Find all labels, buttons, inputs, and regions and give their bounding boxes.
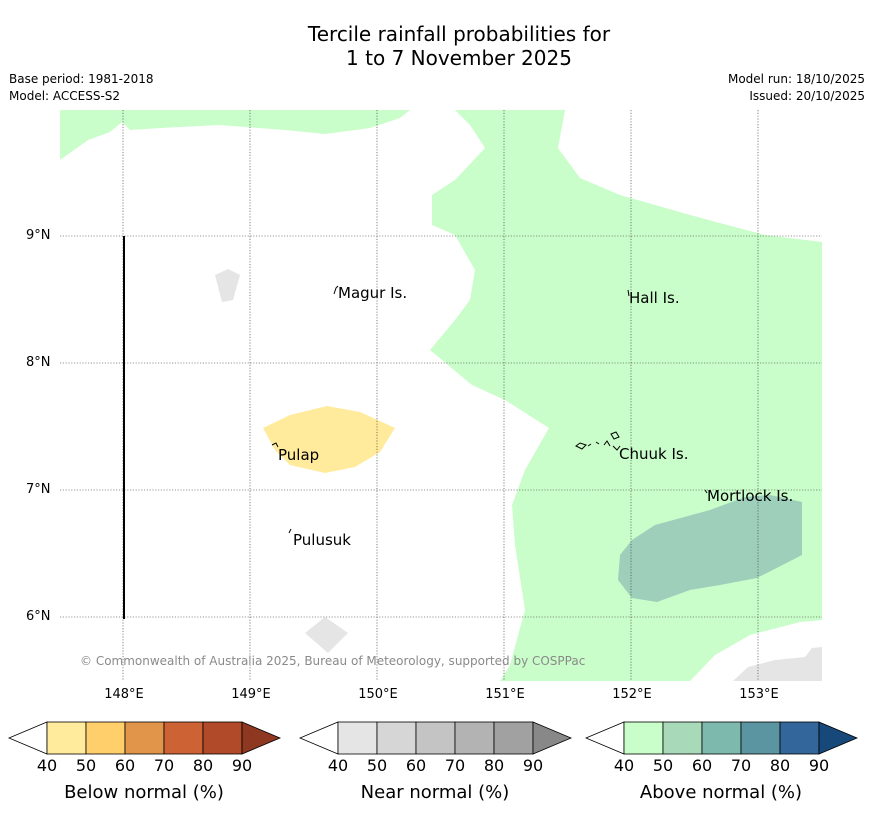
colorbar-above-normal xyxy=(584,721,859,755)
above-normal-region-mortlock xyxy=(618,495,802,602)
colorbar-segment xyxy=(46,721,87,755)
colorbar-extend-high xyxy=(241,721,282,755)
colorbar-segment xyxy=(454,721,495,755)
place-pulusuk: Pulusuk xyxy=(293,531,351,549)
tick: 60 xyxy=(405,756,427,775)
title-line-1: Tercile rainfall probabilities for xyxy=(307,22,611,46)
near-normal-region-south xyxy=(305,617,348,653)
legend-above-caption: Above normal (%) xyxy=(639,782,803,803)
place-pulap: Pulap xyxy=(278,446,320,464)
tick: 50 xyxy=(652,756,674,775)
colorbar-below-normal xyxy=(7,721,282,755)
map-panel xyxy=(60,110,822,681)
colorbar-segment xyxy=(623,721,664,755)
lon-label-152: 152°E xyxy=(612,687,652,702)
colorbar-segment xyxy=(493,721,534,755)
colorbar-segment xyxy=(740,721,781,755)
lon-label-153: 153°E xyxy=(739,687,779,702)
meta-left: Base period: 1981-2018 Model: ACCESS-S2 xyxy=(9,71,154,105)
island-mortlock xyxy=(704,489,708,494)
lat-label-9: 9°N xyxy=(26,228,51,243)
place-mortlock: Mortlock Is. xyxy=(707,487,794,505)
colorbar-extend-low xyxy=(7,721,48,755)
below-normal-region-pulap xyxy=(263,406,395,473)
tick: 40 xyxy=(36,756,58,775)
legend-below-caption: Below normal (%) xyxy=(64,782,224,803)
lat-label-8: 8°N xyxy=(26,355,51,370)
island-chuuk-w2 xyxy=(587,443,592,447)
tick: 80 xyxy=(769,756,791,775)
colorbar-extend-high xyxy=(818,721,859,755)
base-period: Base period: 1981-2018 xyxy=(9,72,154,86)
colorbar-segment xyxy=(202,721,243,755)
colorbar-segment xyxy=(779,721,820,755)
colorbar-segment xyxy=(662,721,703,755)
island-outlines xyxy=(271,285,708,534)
gridlines xyxy=(60,110,822,681)
lat-label-6: 6°N xyxy=(26,609,51,624)
tick: 40 xyxy=(327,756,349,775)
place-magur: Magur Is. xyxy=(338,284,408,302)
tick: 90 xyxy=(522,756,544,775)
above-normal-region-east xyxy=(430,110,822,681)
lon-label-150: 150°E xyxy=(358,687,398,702)
model-name: Model: ACCESS-S2 xyxy=(9,89,121,103)
tick: 60 xyxy=(691,756,713,775)
island-chuuk-west xyxy=(575,442,587,450)
tick: 80 xyxy=(192,756,214,775)
colorbar-extend-low xyxy=(584,721,625,755)
island-hall xyxy=(627,289,630,297)
lon-label-149: 149°E xyxy=(231,687,271,702)
tick: 70 xyxy=(444,756,466,775)
title-line-2: 1 to 7 November 2025 xyxy=(346,46,572,70)
tick: 50 xyxy=(366,756,388,775)
tick: 70 xyxy=(153,756,175,775)
legend-near-normal: 40 50 60 70 80 90 Near normal (%) xyxy=(298,720,574,803)
model-run: Model run: 18/10/2025 xyxy=(727,72,865,86)
island-pulap xyxy=(271,442,279,448)
copyright-notice: © Commonwealth of Australia 2025, Bureau… xyxy=(80,654,586,668)
colorbar-segment xyxy=(376,721,417,755)
island-chuuk-east xyxy=(612,445,621,451)
tick: 70 xyxy=(730,756,752,775)
tick: 40 xyxy=(613,756,635,775)
legend-below-normal: 40 50 60 70 80 90 Below normal (%) xyxy=(7,720,283,803)
lon-label-148: 148°E xyxy=(104,687,144,702)
place-chuuk: Chuuk Is. xyxy=(619,445,689,463)
tick: 50 xyxy=(75,756,97,775)
island-chuuk-north xyxy=(610,431,620,440)
colorbar-segment xyxy=(85,721,126,755)
map-svg xyxy=(60,110,822,681)
colorbar-segment xyxy=(701,721,742,755)
near-normal-region-west xyxy=(215,269,240,302)
colorbar-extend-low xyxy=(298,721,339,755)
colorbar-segment xyxy=(163,721,204,755)
map-title: Tercile rainfall probabilities for 1 to … xyxy=(0,22,873,70)
island-magur xyxy=(333,285,339,295)
colorbar-extend-high xyxy=(532,721,573,755)
lon-label-151: 151°E xyxy=(485,687,525,702)
issued-date: Issued: 20/10/2025 xyxy=(749,89,865,103)
island-pulusuk xyxy=(288,528,292,534)
colorbar-segment xyxy=(124,721,165,755)
tick: 90 xyxy=(808,756,830,775)
colorbar-near-normal xyxy=(298,721,573,755)
colorbar-segment xyxy=(415,721,456,755)
lat-label-7: 7°N xyxy=(26,482,51,497)
tick: 90 xyxy=(231,756,253,775)
legend-near-caption: Near normal (%) xyxy=(360,782,510,803)
island-chuuk-center xyxy=(603,440,611,447)
meta-right: Model run: 18/10/2025 Issued: 20/10/2025 xyxy=(728,71,865,105)
legend-above-normal: 40 50 60 70 80 90 Above normal (%) xyxy=(584,720,860,803)
above-normal-region-north xyxy=(60,110,410,160)
place-hall: Hall Is. xyxy=(629,289,680,307)
near-normal-region-southeast xyxy=(733,647,822,681)
tick: 80 xyxy=(483,756,505,775)
colorbar-segment xyxy=(337,721,378,755)
tick: 60 xyxy=(114,756,136,775)
island-chuuk-w3 xyxy=(595,441,600,445)
